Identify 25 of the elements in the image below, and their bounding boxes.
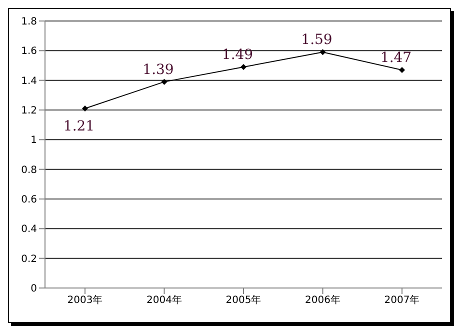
y-tick-label: 0 [30, 284, 37, 295]
data-label: 1.59 [301, 32, 332, 48]
x-tick-label: 2006年 [305, 294, 340, 306]
x-tick-label: 2005年 [226, 294, 262, 306]
point [399, 66, 405, 73]
x-tick-label: 2004年 [146, 294, 182, 306]
y-tick-label: 0.8 [21, 164, 37, 176]
y-tick-label: 0.6 [21, 194, 37, 206]
y-tick-label: 1.6 [21, 46, 37, 58]
y-tick-label: 1.4 [21, 76, 37, 87]
y-tick-label: 0.4 [21, 224, 37, 236]
x-tick-label: 2007年 [384, 294, 420, 306]
data-label: 1.39 [142, 62, 174, 78]
y-tick-label: 0.2 [21, 254, 37, 265]
point [320, 49, 326, 56]
y-tick-label: 1.8 [21, 16, 37, 28]
y-tick-label: 1 [30, 135, 37, 146]
data-label: 1.47 [380, 50, 412, 66]
point [161, 78, 168, 85]
y-tick-label: 1.2 [21, 106, 37, 117]
data-label: 1.49 [222, 46, 254, 63]
data-label: 1.21 [63, 118, 95, 135]
point [82, 106, 88, 112]
point [240, 64, 246, 70]
x-tick-label: 2003年 [67, 294, 103, 306]
